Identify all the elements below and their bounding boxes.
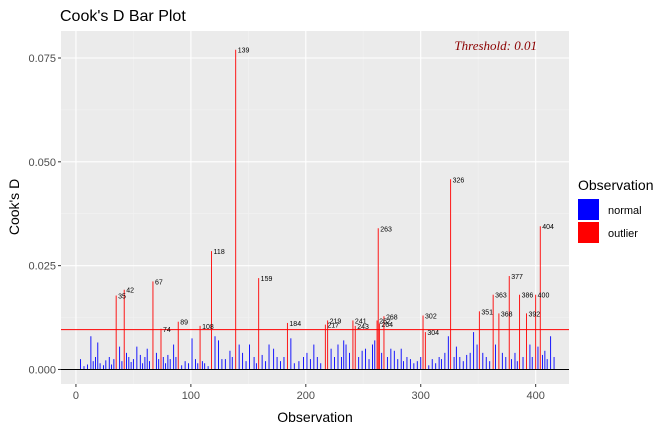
outlier-label: 108 [202, 324, 214, 331]
y-tick-label: 0.000 [28, 364, 56, 376]
x-tick-label: 100 [182, 390, 200, 402]
x-tick-label: 300 [412, 390, 430, 402]
y-tick-label: 0.050 [28, 157, 56, 169]
plot-panel [61, 31, 569, 384]
outlier-label: 363 [495, 293, 507, 300]
outlier-label: 264 [381, 322, 393, 329]
legend-label-outlier: outlier [608, 228, 638, 240]
outlier-label: 67 [155, 279, 163, 286]
outlier-label: 217 [327, 323, 339, 330]
outlier-label: 404 [542, 224, 554, 231]
axes: 0 100 200 300 400 0.000 0.025 0.050 0.075 [28, 53, 544, 402]
y-axis-title: Cook's D [6, 179, 22, 235]
outlier-label: 368 [501, 311, 513, 318]
outlier-label: 219 [330, 318, 342, 325]
outlier-label: 243 [357, 324, 369, 331]
outlier-label: 302 [425, 313, 437, 320]
outlier-label: 326 [453, 177, 465, 184]
outlier-label: 184 [289, 321, 301, 328]
outlier-label: 159 [261, 276, 273, 283]
outlier-label: 377 [511, 274, 523, 281]
outlier-label: 241 [355, 318, 367, 325]
outlier-label: 268 [386, 314, 398, 321]
x-axis-title: Observation [277, 409, 352, 425]
outlier-label: 74 [163, 327, 171, 334]
outlier-label: 118 [214, 249, 225, 256]
x-tick-label: 200 [297, 390, 315, 402]
y-tick-label: 0.025 [28, 261, 56, 273]
outlier-label: 304 [427, 330, 439, 337]
outlier-label: 42 [126, 288, 134, 295]
x-tick-label: 0 [73, 390, 79, 402]
legend-swatch-outlier [578, 222, 599, 243]
gridlines [61, 31, 569, 384]
outlier-label: 89 [180, 320, 188, 327]
x-tick-label: 400 [526, 390, 544, 402]
legend-swatch-normal [578, 199, 599, 220]
outlier-label: 386 [522, 293, 534, 300]
outlier-label: 392 [528, 311, 540, 318]
threshold-label: Threshold: 0.01 [454, 38, 537, 53]
outlier-label: 263 [380, 226, 392, 233]
legend: Observation normal outlier [578, 177, 653, 243]
chart-title: Cook's D Bar Plot [60, 8, 186, 25]
legend-label-normal: normal [608, 205, 642, 217]
outlier-label: 139 [238, 48, 250, 55]
outlier-label: 35 [118, 294, 126, 301]
outlier-label: 400 [538, 293, 550, 300]
legend-title: Observation [578, 177, 653, 193]
outlier-label: 351 [481, 309, 493, 316]
y-tick-label: 0.075 [28, 53, 56, 65]
outlier-label: 262 [379, 318, 391, 325]
